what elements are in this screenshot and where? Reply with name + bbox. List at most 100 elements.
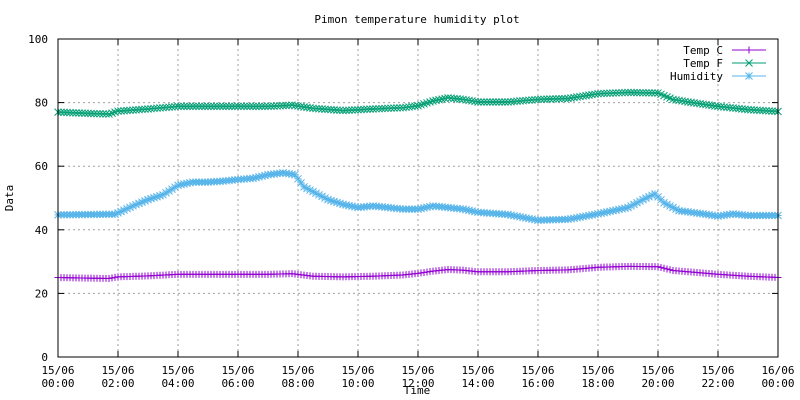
y-tick-label: 0 [41, 351, 48, 364]
data-point-marker [441, 94, 449, 103]
y-axis-ticks: 0 20 40 60 80 100 [28, 33, 778, 364]
data-point-marker [753, 106, 761, 115]
data-point-marker [333, 106, 341, 114]
data-point-marker [105, 274, 113, 282]
data-point-marker [609, 89, 617, 97]
data-point-marker [150, 104, 158, 113]
data-point-marker [195, 102, 203, 111]
data-point-marker [153, 104, 161, 113]
data-point-marker [669, 95, 677, 104]
data-point-marker [141, 105, 149, 114]
data-point-marker [270, 102, 278, 110]
data-point-marker [471, 97, 479, 106]
data-point-marker [486, 98, 494, 106]
data-point-marker [435, 95, 443, 104]
data-point-marker [198, 102, 206, 111]
data-point-marker [129, 106, 137, 114]
data-point-marker [477, 98, 485, 106]
data-point-marker [771, 107, 779, 116]
data-point-marker [393, 104, 401, 112]
data-point-marker [285, 101, 293, 110]
data-point-marker [249, 102, 257, 111]
legend-marker [745, 72, 753, 80]
data-point-marker [633, 88, 641, 97]
data-point-marker [78, 109, 86, 118]
data-point-marker [597, 89, 605, 98]
data-point-marker [492, 98, 500, 106]
data-point-marker [396, 103, 404, 112]
data-point-marker [489, 98, 497, 106]
data-point-marker [615, 88, 623, 97]
data-point-marker [429, 97, 437, 105]
data-point-marker [84, 109, 92, 118]
data-point-marker [591, 90, 599, 99]
data-point-marker [72, 109, 80, 117]
data-point-marker [375, 104, 383, 113]
data-point-marker [213, 102, 221, 111]
data-point-marker [525, 96, 533, 105]
data-point-marker [651, 89, 659, 97]
data-point-marker [594, 89, 602, 98]
data-point-marker [174, 102, 182, 111]
data-point-marker [759, 106, 767, 115]
data-point-marker [537, 95, 545, 104]
data-point-marker [480, 98, 488, 106]
data-point-marker [354, 105, 362, 114]
data-point-marker [459, 95, 467, 104]
data-point-marker [240, 102, 248, 111]
data-point-marker [741, 105, 749, 114]
y-tick-label: 40 [35, 224, 48, 237]
data-point-marker [114, 107, 122, 116]
data-point-marker [348, 106, 356, 114]
data-point-marker [111, 108, 119, 116]
data-point-marker [120, 106, 128, 115]
data-point-marker [642, 88, 650, 97]
data-point-marker [558, 94, 566, 103]
x-tick-label: 15/06 06:00 [221, 364, 254, 390]
data-point-marker [498, 98, 506, 106]
data-point-marker [369, 105, 377, 113]
data-point-marker [321, 105, 329, 114]
data-point-marker [264, 102, 272, 111]
data-point-marker [315, 104, 323, 113]
data-point-marker [768, 107, 776, 115]
data-point-marker [474, 98, 482, 106]
data-point-marker [207, 102, 215, 111]
data-point-marker [432, 96, 440, 105]
data-point-marker [483, 98, 491, 106]
data-point-marker [360, 105, 368, 114]
y-tick-label: 60 [35, 160, 48, 173]
data-point-marker [81, 109, 89, 118]
y-tick-label: 80 [35, 97, 48, 110]
data-point-marker [117, 107, 125, 115]
legend-marker [745, 59, 753, 67]
data-point-marker [504, 98, 512, 106]
data-point-marker [552, 94, 560, 103]
data-point-marker [99, 110, 107, 118]
data-point-marker [276, 101, 284, 110]
data-point-marker [96, 109, 104, 118]
x-tick-label: 15/06 12:00 [401, 364, 434, 390]
data-point-marker [291, 170, 299, 179]
data-point-marker [384, 104, 392, 113]
data-point-marker [507, 97, 515, 106]
data-point-marker [156, 104, 164, 112]
data-point-marker [381, 104, 389, 113]
x-tick-label: 15/06 00:00 [41, 364, 74, 390]
x-axis-label: Time [404, 384, 431, 397]
legend-label: Humidity [670, 70, 723, 83]
data-point-marker [495, 98, 503, 106]
data-point-marker [603, 89, 611, 98]
series-humidity [54, 169, 782, 225]
data-point-marker [411, 102, 419, 111]
data-point-marker [390, 104, 398, 112]
data-point-marker [189, 102, 197, 111]
data-point-marker [225, 102, 233, 111]
data-point-marker [465, 206, 473, 215]
series-temp-f [54, 88, 782, 118]
data-point-marker [336, 106, 344, 115]
data-point-marker [171, 102, 179, 111]
data-point-marker [630, 88, 638, 97]
data-point-marker [180, 102, 188, 111]
data-point-marker [147, 104, 155, 113]
